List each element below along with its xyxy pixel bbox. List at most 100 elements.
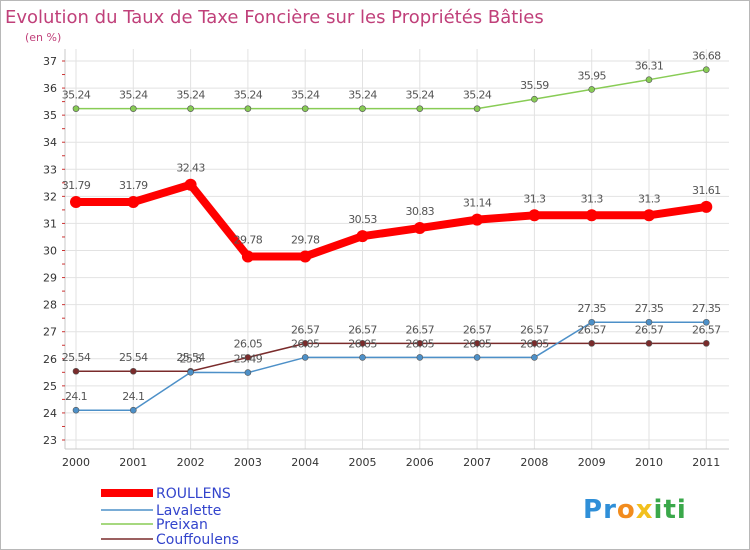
point-couffoulens <box>416 340 424 347</box>
point-roullens <box>700 200 713 213</box>
y-tick-label: 29 <box>43 272 57 285</box>
data-label-lavalette: 27.35 <box>635 302 664 315</box>
point-preixan <box>531 95 538 103</box>
axes: 23 24 25 26 27 28 29 30 31 32 33 34 35 36 37 2000 2001 20… <box>43 49 729 469</box>
point-couffoulens <box>359 340 366 347</box>
point-roullens <box>299 250 312 263</box>
data-label-preixan: 35.24 <box>291 89 320 102</box>
series-line-roullens <box>72 180 711 261</box>
legend-label-lavalette: Lavalette <box>156 503 221 519</box>
y-tick-label: 37 <box>43 55 57 68</box>
data-label-preixan: 35.24 <box>463 89 492 102</box>
x-tick-label: 2007 <box>463 456 491 469</box>
data-label-lavalette: 26.05 <box>348 337 377 350</box>
data-label-preixan: 36.68 <box>692 50 721 63</box>
point-lavalette <box>645 318 653 326</box>
data-label-preixan: 35.24 <box>119 89 148 102</box>
point-couffoulens <box>72 367 80 375</box>
data-label-roullens: 29.78 <box>291 233 320 246</box>
logo-letter: o <box>617 495 636 525</box>
y-tick-label: 32 <box>43 190 57 203</box>
point-preixan <box>473 105 481 112</box>
data-label-lavalette: 25.49 <box>234 353 263 366</box>
data-labels: 31.79 31.79 32.43 29.78 29.78 30.53 30.83 31.14… <box>62 50 722 404</box>
legend-label-preixan: Preixan <box>156 517 208 533</box>
chart-subtitle: (en %) <box>25 31 61 44</box>
legend-label-couffoulens: Couffoulens <box>156 532 239 548</box>
point-roullens <box>127 196 140 209</box>
data-label-roullens: 31.14 <box>463 197 492 210</box>
y-tick-label: 30 <box>43 245 57 258</box>
y-tick-label: 25 <box>43 380 57 393</box>
series-group <box>70 66 713 414</box>
series-line-couffoulens <box>75 342 708 372</box>
legend-label-roullens: ROULLENS <box>156 486 231 502</box>
x-tick-label: 2002 <box>177 456 205 469</box>
point-couffoulens <box>645 340 653 347</box>
chart-title: Evolution du Taux de Taxe Foncière sur l… <box>5 7 544 28</box>
point-lavalette <box>416 354 424 361</box>
point-roullens <box>413 222 426 235</box>
data-label-preixan: 35.24 <box>176 89 205 102</box>
point-lavalette <box>130 406 137 414</box>
data-label-roullens: 32.43 <box>176 162 205 175</box>
point-preixan <box>416 105 424 112</box>
point-couffoulens <box>473 340 481 347</box>
point-couffoulens <box>588 340 596 347</box>
data-label-roullens: 31.79 <box>119 179 148 192</box>
data-label-preixan: 35.95 <box>577 69 606 82</box>
point-preixan <box>72 105 80 112</box>
data-label-couffoulens: 25.54 <box>119 351 148 364</box>
point-preixan <box>301 105 309 112</box>
data-label-roullens: 31.3 <box>581 192 604 205</box>
point-roullens <box>184 178 197 191</box>
point-roullens <box>643 209 655 222</box>
grid <box>65 49 729 449</box>
point-couffoulens <box>244 354 252 361</box>
data-label-lavalette: 26.05 <box>406 337 435 350</box>
y-tick-label: 26 <box>43 353 57 366</box>
y-tick-label: 34 <box>43 136 57 149</box>
logo-letter: x <box>636 495 654 525</box>
data-label-roullens: 30.83 <box>406 205 435 218</box>
x-tick-label: 2009 <box>578 456 606 469</box>
y-tick-label: 28 <box>43 299 57 312</box>
y-tick-label: 27 <box>43 326 57 339</box>
data-label-preixan: 35.24 <box>234 89 263 102</box>
point-preixan <box>588 86 596 93</box>
point-lavalette <box>702 318 710 326</box>
data-label-couffoulens: 25.54 <box>62 351 91 364</box>
point-lavalette <box>531 354 538 361</box>
data-label-lavalette: 25.5 <box>180 352 203 365</box>
proxiti-logo: Proxiti <box>583 495 687 525</box>
x-tick-label: 2004 <box>291 456 319 469</box>
y-tick-label: 36 <box>43 82 57 95</box>
series-line-preixan <box>75 68 708 110</box>
data-label-roullens: 31.61 <box>692 184 721 197</box>
point-roullens <box>471 213 484 226</box>
point-roullens <box>241 250 254 263</box>
x-tick-label: 2003 <box>234 456 262 469</box>
data-label-couffoulens: 26.57 <box>463 323 492 336</box>
point-preixan <box>244 105 252 112</box>
data-label-roullens: 31.79 <box>62 179 91 192</box>
data-label-preixan: 35.24 <box>62 89 91 102</box>
data-label-roullens: 31.3 <box>523 192 546 205</box>
point-lavalette <box>244 369 252 376</box>
point-preixan <box>359 105 366 112</box>
point-couffoulens <box>301 340 309 347</box>
point-lavalette <box>473 354 481 361</box>
data-label-lavalette: 24.1 <box>65 390 87 403</box>
point-lavalette <box>588 318 596 326</box>
data-label-couffoulens: 26.57 <box>692 323 721 336</box>
point-roullens <box>585 209 598 222</box>
data-label-lavalette: 26.05 <box>520 337 549 350</box>
x-tick-label: 2008 <box>520 456 548 469</box>
data-label-lavalette: 24.1 <box>122 390 144 403</box>
data-label-lavalette: 27.35 <box>577 302 606 315</box>
y-tick-label: 23 <box>43 434 57 447</box>
series-line-lavalette <box>75 321 708 411</box>
logo-text: Proxiti <box>583 495 687 525</box>
data-label-couffoulens: 26.05 <box>234 337 263 350</box>
